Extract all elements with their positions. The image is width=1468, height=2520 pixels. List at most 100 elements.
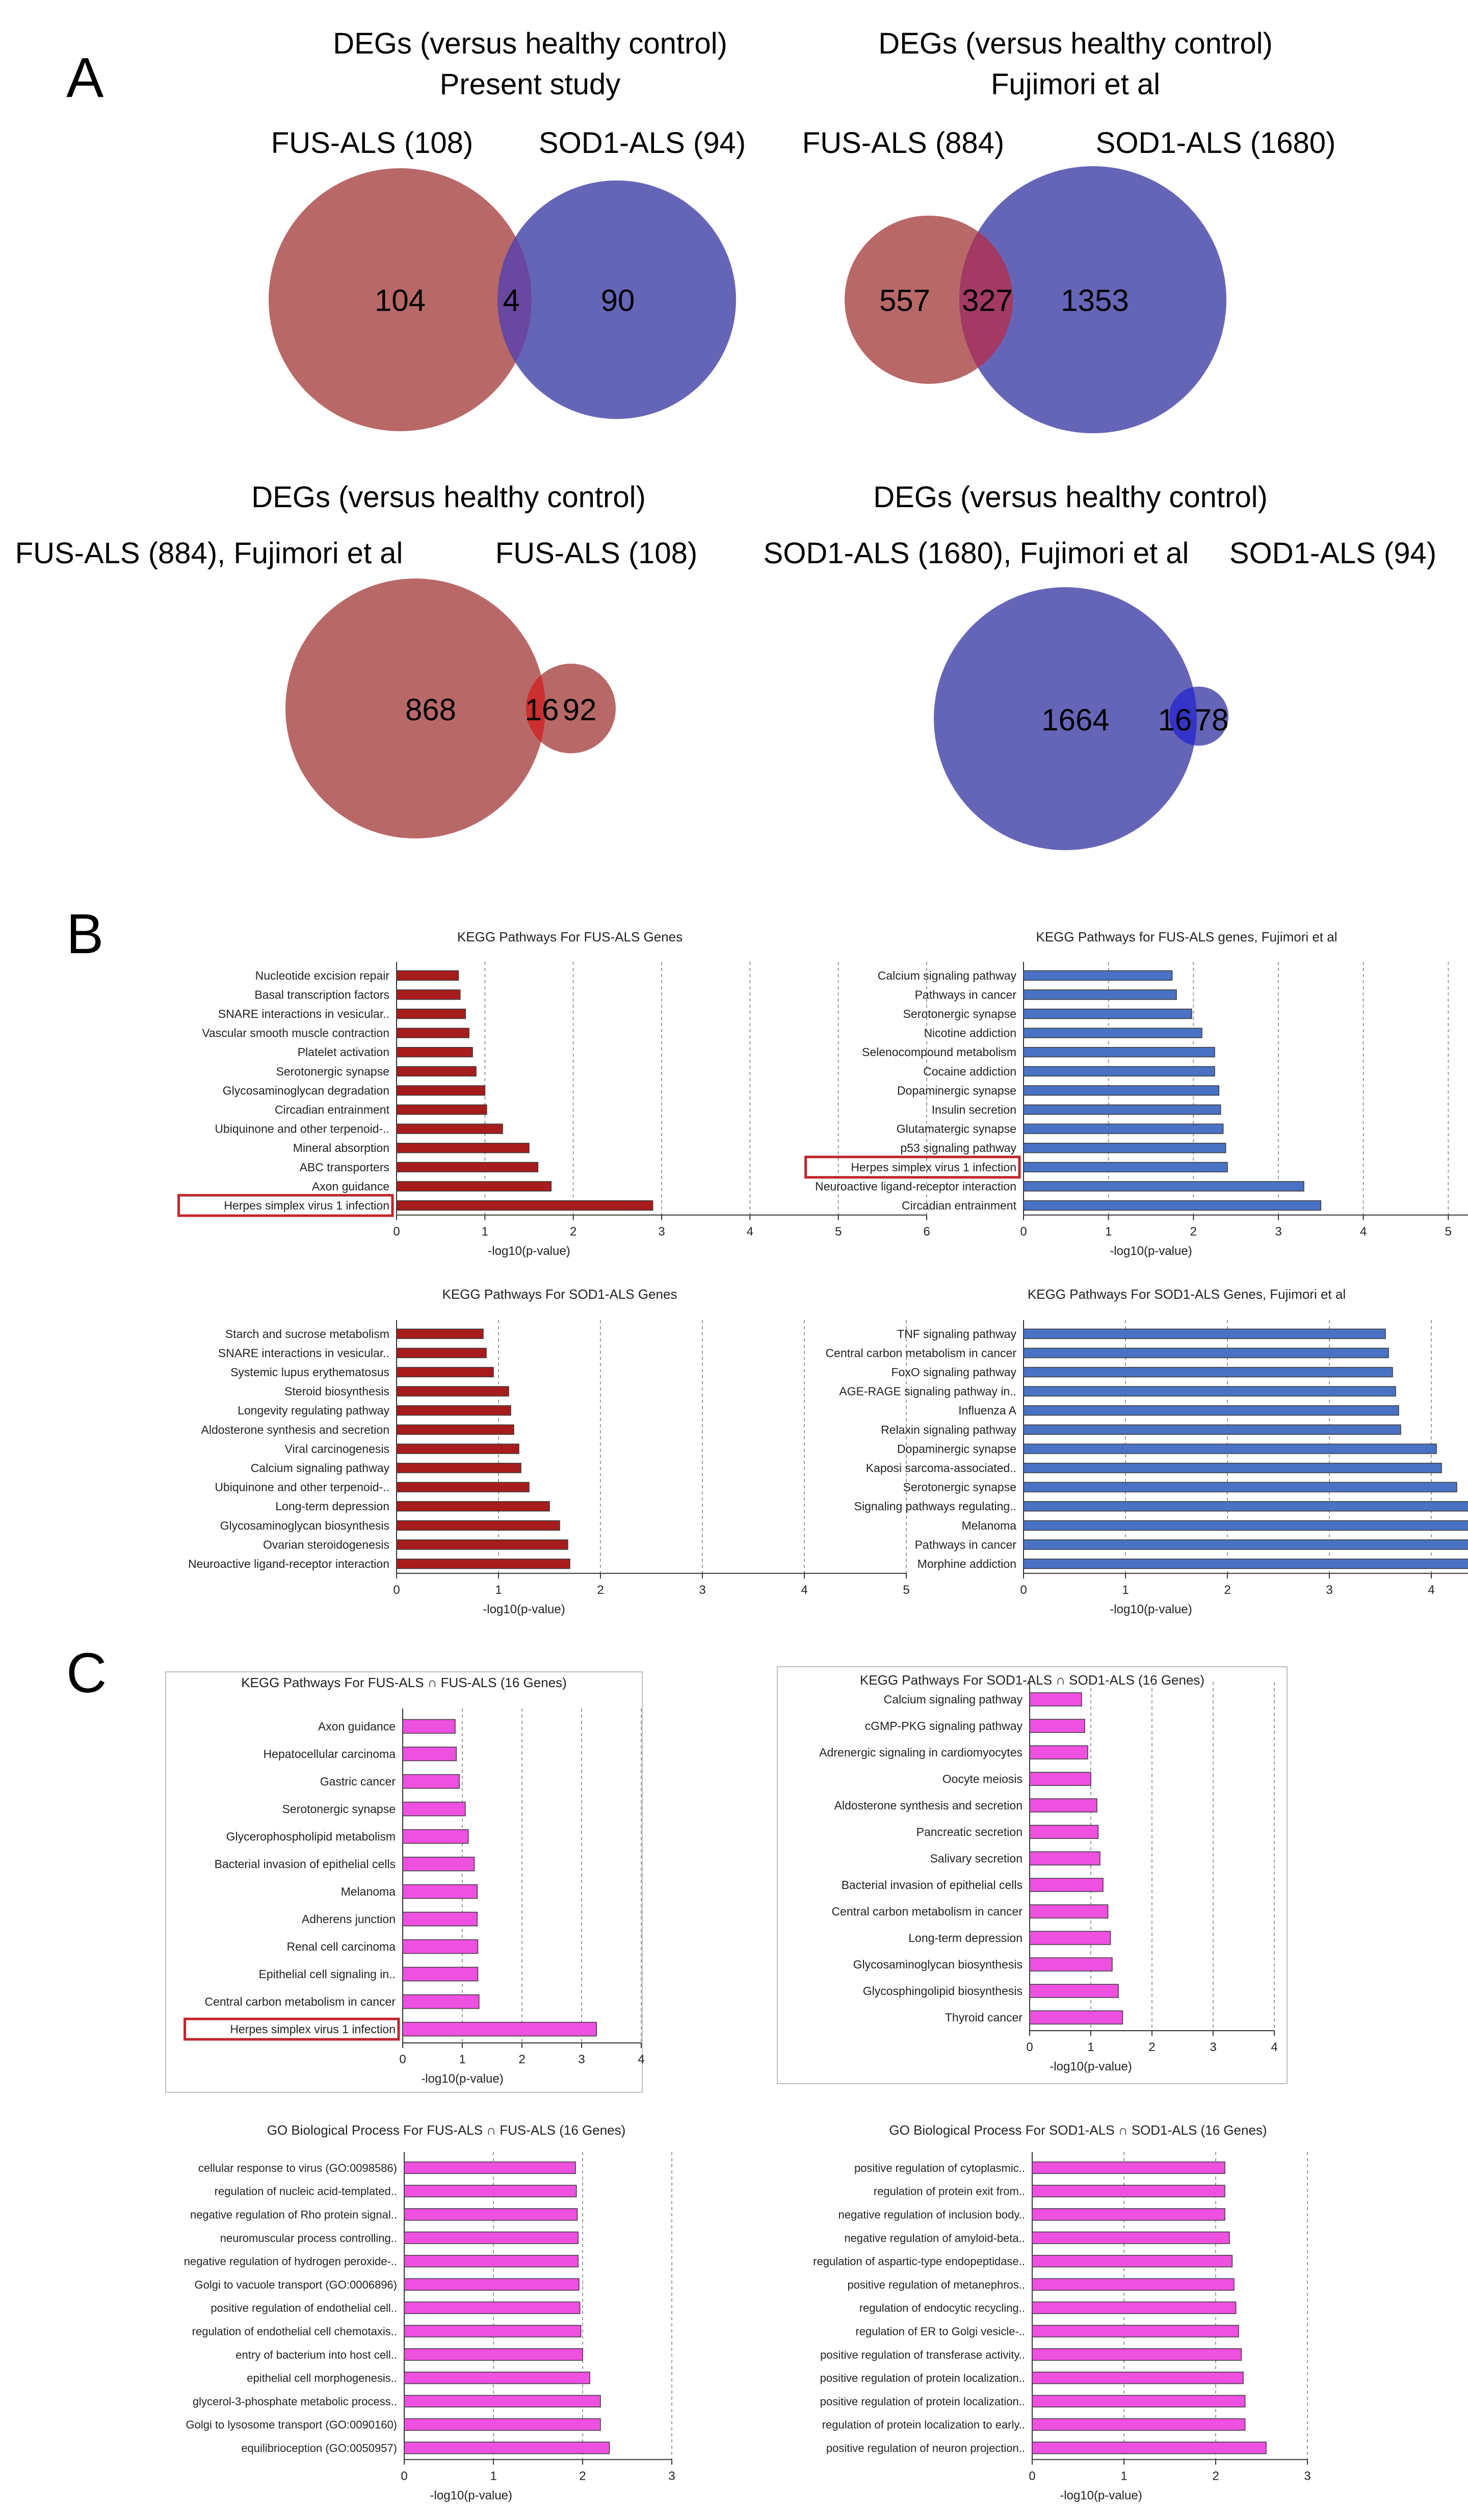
category-label: Kaposi sarcoma-associated.. [866,1461,1016,1475]
category-label: regulation of ER to Golgi vesicle-.. [855,2325,1025,2338]
bar [402,1939,479,1954]
category-label: Axon guidance [312,1179,389,1193]
x-tick-label: 4 [801,1583,807,1597]
x-tick-label: 2 [579,2469,586,2483]
x-tick-label: 4 [638,2053,644,2066]
bar [1032,2325,1239,2338]
category-label: Golgi to lysosome transport (GO:0090160) [186,2419,397,2431]
bar [1023,1348,1389,1358]
bar [396,1162,539,1172]
category-label: Influenza A [958,1404,1016,1417]
chart-kegg-fus-als: KEGG Pathways For FUS-ALS Genes 0 1 2 3 4 5 6 -l… [177,929,930,1258]
category-label: Ovarian steroidogenesis [263,1538,389,1551]
bar [1032,2301,1237,2314]
venn-title-line: DEGs (versus healthy control) [873,481,1268,514]
x-tick-label: 6 [923,1225,930,1239]
chart-kegg-fus-intersection: KEGG Pathways For FUS-ALS ∩ FUS-ALS (16 … [165,1671,645,2093]
bar [402,1774,460,1789]
venn-title-line: DEGs (versus healthy control) [878,27,1273,60]
bar [396,1462,521,1474]
category-label: glycerol-3-phosphate metabolic process.. [193,2395,397,2408]
bar [396,1200,653,1211]
x-tick-label: 1 [1120,2469,1127,2483]
category-label: Circadian entrainment [902,1199,1017,1212]
x-tick-label: 1 [495,1583,502,1597]
category-label: Serotonergic synapse [903,1481,1016,1494]
venn-present-study: DEGs (versus healthy control) Present st… [269,27,746,431]
x-axis-label: -log10(p-value) [488,1244,570,1258]
category-label: cGMP-PKG signaling pathway [865,1719,1023,1732]
category-label: Central carbon metabolism in cancer [831,1905,1023,1918]
bar [1023,1558,1468,1569]
category-label: neuromuscular process controlling.. [220,2232,397,2244]
category-label: Morphine addiction [917,1557,1016,1570]
bar [404,2442,610,2454]
bar [1029,1798,1097,1813]
venn-right-count: 92 [563,693,597,727]
category-label: Vascular smooth muscle contraction [202,1027,389,1040]
bar [404,2161,576,2174]
x-axis-label: -log10(p-value) [430,2488,512,2502]
category-label: Bacterial invasion of epithelial cells [842,1878,1023,1892]
category-label: positive regulation of endothelial cell.… [211,2302,397,2315]
category-label: ABC transporters [300,1161,389,1174]
bar [404,2348,583,2361]
venn-fus-vs-fus: DEGs (versus healthy control) FUS-ALS (8… [15,481,697,838]
x-tick-label: 1 [1122,1583,1129,1597]
category-label: Serotonergic synapse [903,1007,1016,1020]
x-axis-label: -log10(p-value) [1060,2488,1142,2502]
category-label: SNARE interactions in vesicular.. [218,1346,389,1359]
x-tick-label: 3 [1304,2469,1310,2483]
bar [1023,1085,1220,1096]
category-label: Nucleotide excision repair [255,969,390,982]
x-tick-label: 0 [401,2469,407,2483]
venn-right-label: SOD1-ALS (94) [539,126,746,160]
category-label: positive regulation of metanephros.. [847,2278,1025,2291]
category-label: Neuroactive ligand-receptor interaction [188,1557,389,1570]
x-tick-label: 1 [1087,2040,1094,2054]
bar [1029,1904,1109,1919]
category-label: Signaling pathways regulating.. [854,1500,1016,1513]
category-label: Serotonergic synapse [276,1065,389,1078]
bar [396,1386,509,1397]
category-label: SNARE interactions in vesicular.. [218,1007,389,1020]
bar [1023,1367,1393,1378]
category-label: positive regulation of transferase activ… [820,2348,1025,2361]
venn-overlap-count: 16 [525,693,559,727]
x-tick-label: 4 [1360,1225,1367,1239]
bar [402,2022,597,2037]
category-label: Calcium signaling pathway [878,969,1017,982]
chart-kegg-sod1-als: KEGG Pathways For SOD1-ALS Genes 0 1 2 3 4 5 -l… [188,1287,910,1616]
panel-label-b: B [66,903,103,965]
bar [396,1405,511,1416]
bar [404,2278,580,2291]
bar [404,2208,578,2221]
x-tick-label: 4 [1428,1583,1434,1597]
venn-left-label: SOD1-ALS (1680), Fujimori et al [764,537,1189,570]
venn-left-count: 104 [375,283,426,318]
bar [402,1746,457,1762]
category-label: Thyroid cancer [945,2011,1023,2024]
bar [1029,1772,1091,1786]
bar [396,1143,530,1153]
category-label: Calcium signaling pathway [884,1693,1023,1706]
category-label: p53 signaling pathway [900,1141,1016,1154]
category-label: Herpes simplex virus 1 infection [230,2023,396,2036]
category-label: Nicotine addiction [924,1027,1016,1040]
x-axis-label: -log10(p-value) [421,2072,503,2086]
category-label: Herpes simplex virus 1 infection [224,1199,389,1212]
bar [1032,2371,1244,2384]
bar [396,1085,486,1096]
chart-title: KEGG Pathways For FUS-ALS ∩ FUS-ALS (16 … [241,1675,567,1690]
category-label: Glycerophospholipid metabolism [226,1830,396,1843]
chart-kegg-fus-als-fujimori: KEGG Pathways for FUS-ALS genes, Fujimor… [804,929,1468,1258]
category-label: Hepatocellular carcinoma [263,1747,396,1761]
bar [396,1558,570,1569]
x-tick-label: 2 [1224,1583,1230,1597]
bar [1023,1539,1468,1550]
bar [396,1367,494,1378]
chart-kegg-sod1-als-fujimori: KEGG Pathways For SOD1-ALS Genes, Fujimo… [825,1287,1468,1616]
x-tick-label: 2 [597,1583,604,1597]
category-label: Aldosterone synthesis and secretion [201,1423,390,1436]
bar [1023,1200,1322,1211]
